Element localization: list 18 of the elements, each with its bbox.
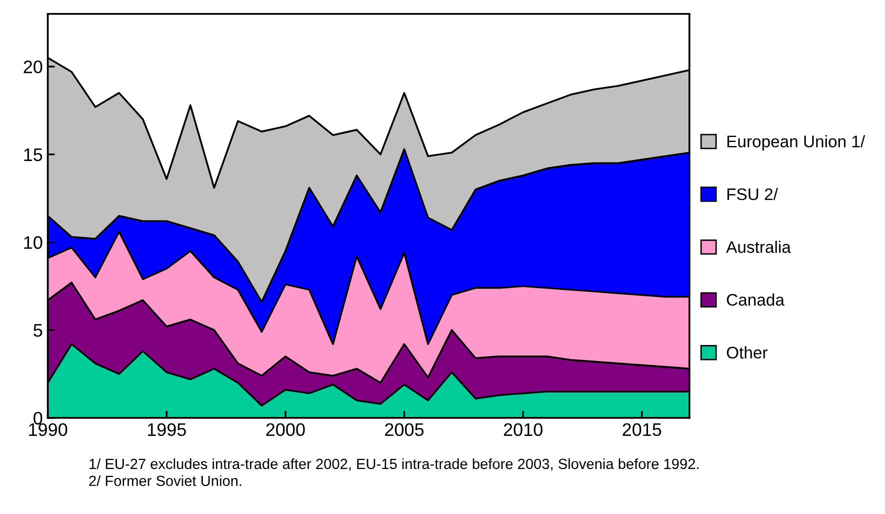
x-tick-label: 2015 <box>622 423 662 436</box>
legend-label: Other <box>726 346 768 359</box>
y-tick-label: 0 <box>34 412 42 425</box>
legend-label: European Union 1/ <box>727 135 866 151</box>
text: 1/ EU-27 excludes intra-trade after 2002, EU-15 intra-trade before 2003, Slovenia before 1992. <box>90 458 698 471</box>
legend-label: Canada <box>726 294 784 306</box>
text: 2/ Former Soviet Union. <box>89 475 242 486</box>
x-tick-label: 2005 <box>385 423 424 436</box>
legend-label: FSU 2/ <box>727 188 778 200</box>
y-tick-label: 5 <box>34 324 42 337</box>
x-tick-label: 2010 <box>504 423 542 436</box>
y-tick-label: 10 <box>24 236 42 249</box>
x-tick-label: 1995 <box>148 423 186 436</box>
y-tick-label: 15 <box>24 148 42 162</box>
y-tick-label: 20 <box>24 60 42 74</box>
legend-label: Australia <box>726 240 791 253</box>
x-tick-label: 2000 <box>266 423 305 436</box>
x-tick-label: 1990 <box>29 423 68 436</box>
